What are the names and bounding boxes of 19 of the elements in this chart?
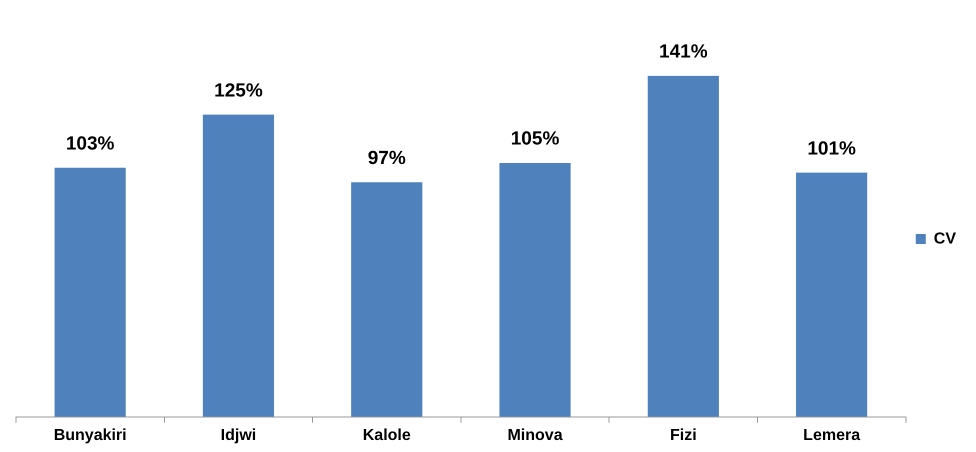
data-label: 125% (214, 80, 263, 102)
data-label: 105% (510, 128, 560, 150)
bar (499, 162, 571, 417)
data-label: 97% (368, 148, 406, 170)
x-tick-label: Lemera (803, 426, 860, 444)
bar (351, 182, 422, 417)
x-tick-label: Idjwi (220, 426, 256, 444)
bar (796, 172, 868, 417)
x-tick-label: Bunyakiri (54, 426, 127, 444)
data-label: 101% (807, 138, 856, 160)
x-tick-label: Fizi (670, 426, 697, 444)
bar (648, 76, 719, 417)
x-tick-label: Minova (507, 426, 563, 444)
x-tick-label: Kalole (362, 426, 411, 444)
bar (202, 114, 274, 417)
data-label: 103% (66, 134, 115, 155)
data-label: 141% (659, 42, 708, 63)
legend-label: CV (934, 230, 956, 248)
bar (54, 168, 126, 417)
